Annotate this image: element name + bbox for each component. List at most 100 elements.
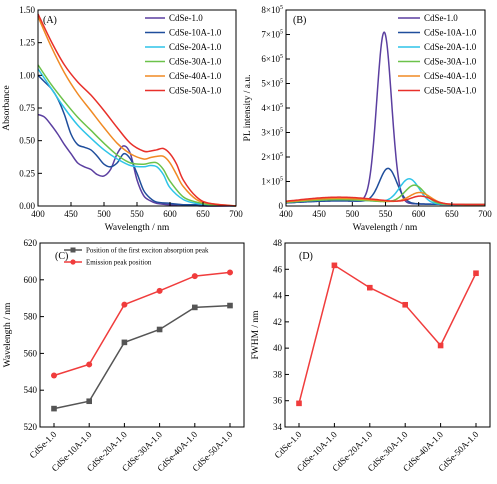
data-point [191, 273, 198, 280]
y-tick-label: 520 [24, 422, 38, 432]
y-tick-label: 0.75 [19, 103, 35, 113]
y-tick-label: 36 [273, 396, 283, 406]
panel-b: (B) 400 450 500 550 600 650 700 0 1×105 2×105 3×10… [243, 5, 492, 233]
x-tick-label: 500 [346, 209, 360, 219]
panel-b-legend: CdSe-1.0 CdSe-10A-1.0 CdSe-20A-1.0 CdSe-30A… [398, 13, 477, 96]
legend-label: CdSe-30A-1.0 [169, 57, 222, 67]
panel-a: (A) 400 450 500 550 600 650 700 0.00 0.25 0.50 0.7… [2, 5, 243, 233]
data-point [296, 400, 302, 407]
data-point [156, 287, 163, 294]
panel-d-ylabel: FWHM / nm [251, 310, 261, 360]
absorbance-curve [37, 64, 237, 207]
absorbance-curve [37, 74, 237, 207]
legend-label: CdSe-40A-1.0 [424, 71, 477, 81]
y-tick-label: 46 [273, 264, 283, 274]
y-tick-label: 34 [273, 422, 283, 432]
panel-a-frame [37, 9, 237, 207]
y-tick-label: 7×105 [261, 30, 283, 40]
panel-b-label: (B) [293, 15, 306, 26]
data-point [331, 262, 338, 269]
data-point [86, 398, 92, 405]
y-tick-label: 6×105 [261, 54, 283, 64]
panel-c-frame [39, 242, 245, 428]
y-tick-label: 600 [24, 275, 38, 285]
x-tick-label: 400 [279, 209, 293, 219]
legend-label: CdSe-20A-1.0 [169, 42, 222, 52]
category-label: CdSe-1.0 [27, 429, 58, 460]
y-tick-label: 560 [24, 348, 38, 358]
absorbance-curve [37, 113, 237, 207]
y-tick-label: 1.50 [19, 5, 35, 15]
legend-label: CdSe-50A-1.0 [169, 86, 222, 96]
y-tick-label: 0.50 [19, 136, 35, 146]
x-tick-label: 450 [64, 209, 78, 219]
y-tick-label: 38 [273, 369, 283, 379]
data-point [227, 269, 233, 276]
panel-a-label: (A) [43, 15, 57, 26]
y-tick-label: 40 [273, 343, 283, 353]
y-tick-label: 8×105 [261, 5, 283, 15]
legend-label: CdSe-10A-1.0 [424, 28, 477, 38]
data-point [156, 326, 163, 333]
panel-c-label: (C) [55, 251, 68, 262]
data-point [437, 342, 444, 349]
data-point [402, 301, 408, 308]
data-point [367, 284, 373, 291]
legend-label: CdSe-20A-1.0 [424, 42, 477, 52]
legend-label: CdSe-1.0 [169, 13, 203, 23]
y-tick-label: 580 [24, 312, 38, 322]
panel-c-legend: Position of the first exciton absorption… [64, 247, 209, 267]
data-point [51, 405, 57, 412]
panel-d-frame [284, 242, 491, 428]
x-tick-label: 400 [31, 209, 45, 219]
panel-b-ylabel: PL intensity / a.u. [243, 75, 253, 142]
legend-label: Emission peak position [86, 259, 152, 267]
y-tick-label: 3×105 [261, 128, 283, 138]
y-tick-label: 42 [273, 317, 282, 327]
y-tick-label: 48 [273, 238, 283, 248]
x-tick-label: 550 [379, 209, 393, 219]
panel-b-xlabel: Wavelength / nm [353, 223, 418, 233]
legend-label: CdSe-1.0 [424, 13, 458, 23]
x-tick-label: 500 [97, 209, 111, 219]
x-tick-label: 650 [196, 209, 210, 219]
y-tick-label: 0 [279, 201, 284, 211]
x-tick-label: 450 [312, 209, 326, 219]
panel-d: (D) 3436384042444648CdSe-1.0CdSe-10A-1.0… [251, 238, 491, 473]
data-point [51, 372, 57, 379]
y-tick-label: 44 [273, 291, 283, 301]
x-tick-label: 600 [163, 209, 177, 219]
y-tick-label: 1.25 [19, 38, 35, 48]
y-tick-label: 1.00 [19, 70, 35, 80]
y-tick-label: 620 [24, 238, 38, 248]
absorbance-curve [37, 68, 237, 207]
panel-a-xlabel: Wavelength / nm [105, 223, 170, 233]
category-label: CdSe-1.0 [272, 429, 303, 460]
panel-c-ylabel: Wavelength / nm [3, 302, 13, 367]
y-tick-label: 0.00 [19, 201, 35, 211]
x-tick-label: 700 [478, 209, 492, 219]
panel-c: (C) 520540560580600620CdSe-1.0CdSe-10A-1… [3, 238, 245, 473]
y-tick-label: 4×105 [261, 103, 283, 113]
data-point [121, 339, 128, 346]
legend-marker [70, 259, 76, 265]
absorbance-curve [37, 16, 237, 207]
series-line [53, 304, 231, 410]
y-tick-label: 5×105 [261, 79, 283, 89]
legend-label: CdSe-30A-1.0 [424, 57, 477, 67]
x-tick-label: 600 [412, 209, 426, 219]
x-tick-label: 700 [229, 209, 243, 219]
data-point [86, 361, 93, 368]
data-point [227, 302, 233, 309]
data-point [473, 270, 479, 277]
panel-a-ylabel: Absorbance [2, 85, 12, 130]
absorbance-curve [37, 13, 237, 207]
series-line [53, 271, 231, 377]
y-tick-label: 0.25 [19, 168, 35, 178]
x-tick-label: 650 [445, 209, 459, 219]
data-point [121, 301, 128, 308]
panel-b-frame [285, 9, 486, 207]
panel-d-label: (D) [299, 251, 313, 262]
y-tick-label: 2×105 [261, 152, 283, 162]
